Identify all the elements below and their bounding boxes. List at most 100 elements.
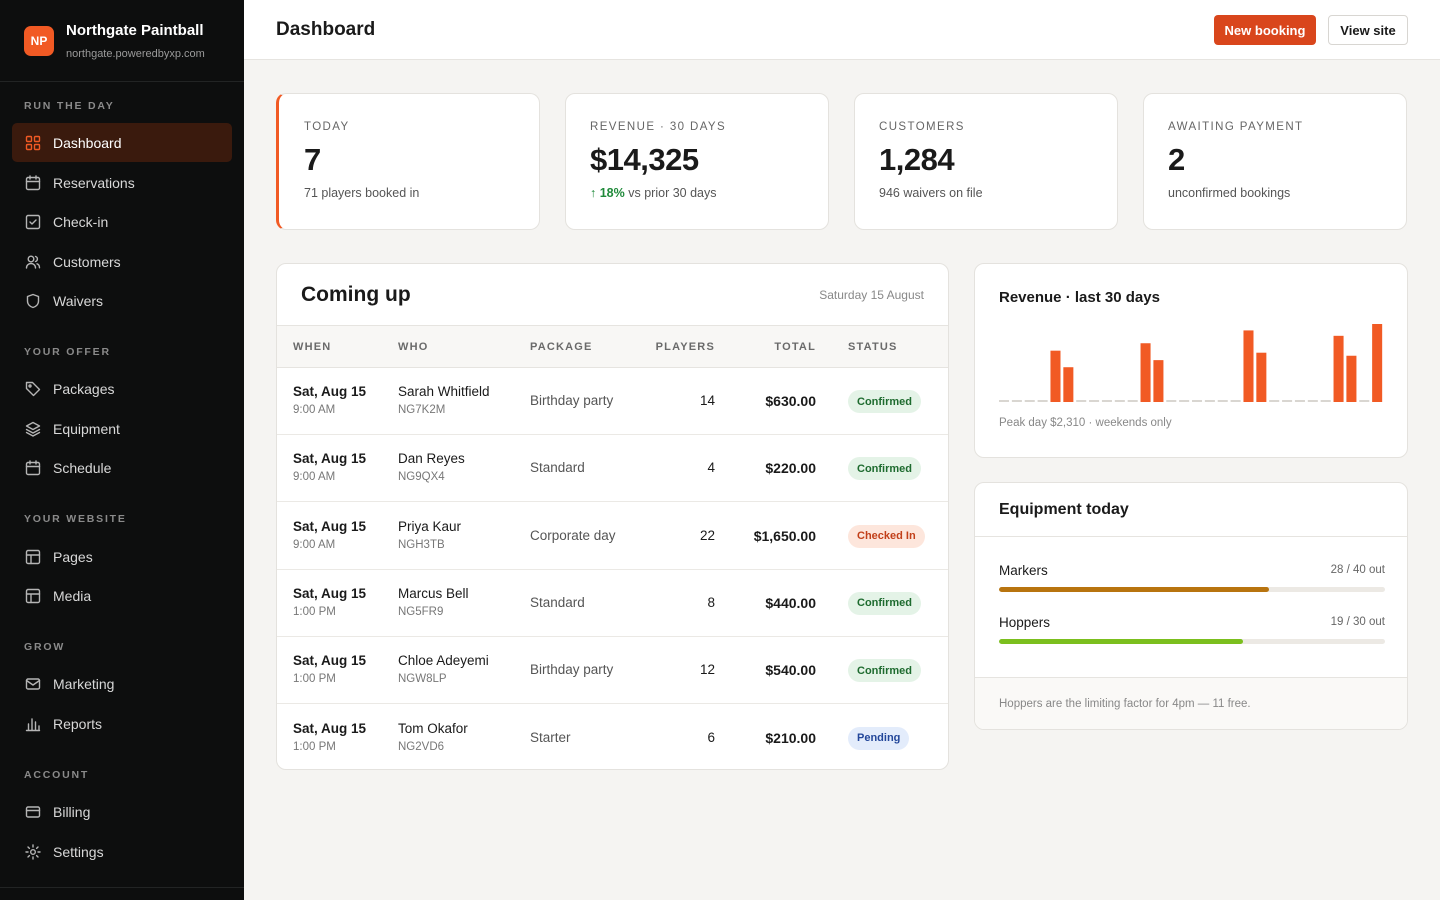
table-row[interactable]: Sat, Aug 15 9:00 AM Priya Kaur NGH3TB Corpor… [277,503,948,570]
stat-label: CUSTOMERS [879,121,965,133]
sidebar-item-schedule[interactable]: Schedule [12,448,232,487]
sidebar-item-billing[interactable]: Billing [12,792,232,831]
cell-when: Sat, Aug 15 9:00 AM [293,519,366,551]
brand: NP Northgate Paintball northgate.powered… [0,0,244,82]
column-header-status: STATUS [848,341,898,353]
booking-time: 1:00 PM [293,605,336,618]
sidebar-item-label: Customers [53,253,121,270]
cell-package: Corporate day [530,527,616,543]
revenue-bar-empty [999,400,1010,402]
sidebar-item-dashboard[interactable]: Dashboard [12,123,232,162]
brand-logo: NP [24,25,54,56]
credit-card-icon [24,803,41,820]
revenue-bar-empty [1230,400,1241,402]
equipment-row-hoppers: Hoppers 19 / 30 out [999,615,1385,644]
revenue-bar-empty [1307,400,1318,402]
stat-sub: 946 waivers on file [879,186,983,200]
booking-time: 9:00 AM [293,471,336,484]
new-booking-button[interactable]: New booking [1214,15,1316,45]
revenue-bar-empty [1217,400,1228,402]
sidebar-item-reservations[interactable]: Reservations [12,163,232,202]
sidebar-item-reports[interactable]: Reports [12,704,232,743]
sidebar-item-media[interactable]: Media [12,576,232,615]
status-badge: Confirmed [848,390,921,413]
table-row[interactable]: Sat, Aug 15 1:00 PM Marcus Bell NG5FR9 Stand… [277,570,948,637]
revenue-bar [1243,330,1254,402]
calendar-icon [24,459,41,476]
nav-section-title: GROW [24,641,66,653]
revenue-bar [1333,335,1344,402]
revenue-note: Peak day $2,310 · weekends only [999,417,1172,429]
table-row[interactable]: Sat, Aug 15 1:00 PM Chloe Adeyemi NGW8LP Bir… [277,637,948,705]
booking-date: Sat, Aug 15 [293,585,367,601]
cell-total: $1,650.00 [753,527,816,544]
page-title: Dashboard [276,19,376,40]
revenue-bar [1063,367,1074,402]
view-site-button[interactable]: View site [1328,15,1408,45]
status-badge: Pending [848,726,910,750]
cell-package: Starter [530,729,571,745]
table-row[interactable]: Sat, Aug 15 9:00 AM Dan Reyes NG9QX4 Standar… [277,435,948,503]
cell-who: Tom Okafor NG2VD6 [398,721,468,753]
coming-up-card: Coming up Saturday 15 August WHEN WHO PA… [276,263,949,770]
sidebar-item-marketing[interactable]: Marketing [12,664,232,703]
column-header-players: PLAYERS [655,341,715,353]
brand-url: northgate.poweredbyxp.com [66,47,205,60]
sidebar-item-waivers[interactable]: Waivers [12,281,232,320]
customer-name: Sarah Whitfield [398,384,490,399]
table-row[interactable]: Sat, Aug 15 9:00 AM Sarah Whitfield NG7K2M B… [277,368,948,435]
equipment-footer: Hoppers are the limiting factor for 4pm … [975,677,1407,729]
sidebar-item-check-in[interactable]: Check-in [12,202,232,241]
arrow-up-icon: ↑ [590,186,597,200]
booking-code: NG9QX4 [398,471,445,484]
cell-package: Birthday party [530,662,614,678]
sidebar-item-settings[interactable]: Settings [12,832,232,871]
cell-when: Sat, Aug 15 1:00 PM [293,721,366,753]
stat-value: 2 [1168,142,1185,177]
revenue-bar-empty [1101,400,1112,402]
revenue-bar [1372,324,1383,402]
coming-up-date: Saturday 15 August [819,288,924,302]
cell-total: $630.00 [765,393,816,409]
booking-date: Sat, Aug 15 [293,384,367,399]
cell-package: Birthday party [530,393,614,408]
revenue-bar [1153,360,1164,402]
revenue-bar-empty [1076,400,1087,402]
cell-players: 6 [707,729,715,745]
revenue-bar-empty [1166,400,1177,402]
stat-delta: 18% [599,186,625,200]
sidebar-item-customers[interactable]: Customers [12,242,232,281]
revenue-bar-empty [1294,400,1305,402]
booking-date: Sat, Aug 15 [293,720,367,736]
coming-up-title: Coming up [301,283,411,306]
column-header-when: WHEN [293,341,332,353]
nav-section-title: YOUR WEBSITE [24,513,127,525]
revenue-bar [1140,343,1151,402]
revenue-bar-empty [1114,400,1125,402]
sidebar-item-equipment[interactable]: Equipment [12,409,232,448]
sidebar-item-label: Media [53,587,92,604]
revenue-bar-empty [1359,400,1370,402]
stat-sub-text: vs prior 30 days [628,186,717,200]
cell-total: $440.00 [765,594,816,611]
stat-value: $14,325 [590,142,699,177]
cell-players: 12 [699,662,715,678]
equipment-count: 19 / 30 out [1330,616,1385,628]
cell-total: $540.00 [765,662,816,679]
booking-date: Sat, Aug 15 [293,518,367,534]
cell-when: Sat, Aug 15 9:00 AM [293,384,366,416]
booking-code: NGW8LP [398,673,447,686]
mail-icon [24,675,41,692]
table-row[interactable]: Sat, Aug 15 1:00 PM Tom Okafor NG2VD6 Starte… [277,705,948,770]
sidebar-item-packages[interactable]: Packages [12,369,232,408]
cell-who: Sarah Whitfield NG7K2M [398,384,490,416]
revenue-card: Revenue · last 30 days Peak day $2,310 ·… [974,263,1408,458]
revenue-bar-empty [1269,400,1280,402]
equipment-note: Hoppers are the limiting factor for 4pm … [999,698,1251,710]
check-square-icon [24,213,41,230]
sidebar-item-pages[interactable]: Pages [12,537,232,576]
stat-value: 1,284 [879,142,955,177]
grid-icon [24,134,41,151]
cell-package: Standard [530,594,585,610]
equipment-title: Equipment today [999,501,1129,518]
